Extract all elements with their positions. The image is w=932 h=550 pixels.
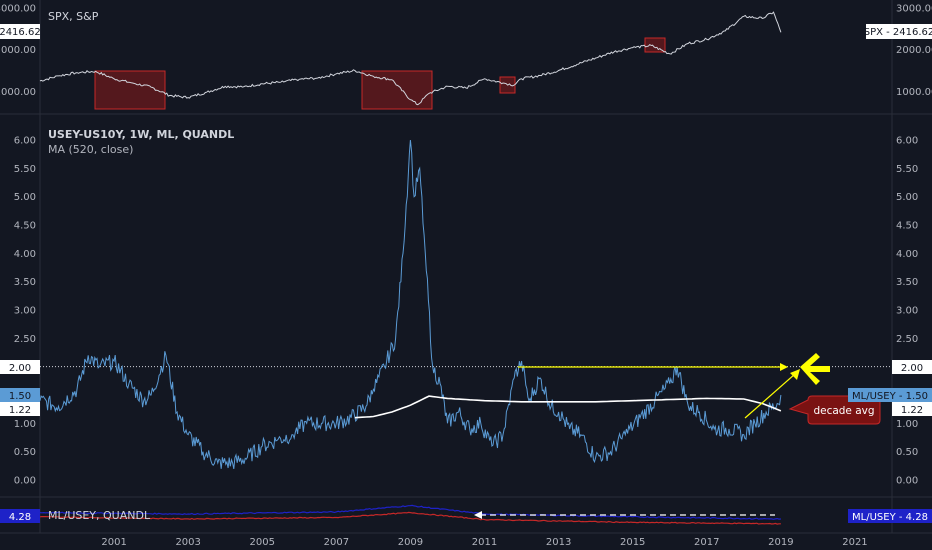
decade-avg-text: decade avg bbox=[813, 405, 874, 417]
x-axis-tick: 2007 bbox=[324, 537, 349, 548]
price-tag-left-text: 2416.62 bbox=[0, 27, 41, 38]
main-axis-tick-left: 6.00 bbox=[14, 136, 36, 147]
bottom-tag-right-text: ML/USEY - 4.28 bbox=[852, 512, 928, 523]
bottom-red-line bbox=[39, 511, 781, 525]
main-axis-tick-left: 2.50 bbox=[14, 334, 36, 345]
bottom-pane-title: ML/USEY, QUANDL bbox=[48, 509, 151, 522]
main-axis-tick-left: 5.50 bbox=[14, 164, 36, 175]
top-axis-tick-left: 1000.00 bbox=[0, 87, 36, 98]
x-axis-tick: 2019 bbox=[768, 537, 793, 548]
bottom-tag-left bbox=[0, 509, 40, 523]
price-tag-right bbox=[866, 24, 932, 39]
tag-150-right bbox=[848, 388, 932, 402]
yellow-arrowhead-diagonal bbox=[790, 369, 800, 380]
spx-series-line bbox=[39, 11, 782, 106]
x-axis-tick: 2009 bbox=[398, 537, 423, 548]
main-axis-tick-right: 4.00 bbox=[896, 249, 918, 260]
main-axis-tick-left: 4.50 bbox=[14, 221, 36, 232]
top-axis-tick-left: 2000.00 bbox=[0, 45, 36, 56]
main-axis-tick-left: 3.00 bbox=[14, 306, 36, 317]
price-tag-right-text: SPX - 2416.62 bbox=[864, 27, 932, 38]
main-axis-tick-left: 4.00 bbox=[14, 249, 36, 260]
main-axis-tick-right: 1.00 bbox=[896, 419, 918, 430]
main-axis-tick-left: 0.50 bbox=[14, 447, 36, 458]
main-pane-subtitle: MA (520, close) bbox=[48, 143, 134, 156]
main-axis-tick-right: 0.50 bbox=[896, 447, 918, 458]
decade-avg-callout bbox=[788, 395, 881, 425]
tag-2-right-text: 2.00 bbox=[901, 363, 923, 374]
tag-122-left-text: 1.22 bbox=[9, 405, 31, 416]
main-axis-tick-right: 3.50 bbox=[896, 277, 918, 288]
main-axis-tick-right: 3.00 bbox=[896, 306, 918, 317]
top-pane-title: SPX, S&P bbox=[48, 10, 99, 23]
main-axis-tick-left: 1.00 bbox=[14, 419, 36, 430]
x-axis-tick: 2001 bbox=[101, 537, 126, 548]
x-axis-tick: 2011 bbox=[472, 537, 497, 548]
top-axis-tick-right: 2000.00 bbox=[896, 45, 932, 56]
highlight-box bbox=[94, 70, 166, 110]
main-axis-tick-left: 3.50 bbox=[14, 277, 36, 288]
tag-122-right-text: 1.22 bbox=[901, 405, 923, 416]
tag-150-left-text: 1.50 bbox=[9, 391, 31, 402]
top-axis-tick-left: 3000.00 bbox=[0, 4, 36, 15]
x-axis-tick: 2003 bbox=[175, 537, 200, 548]
x-axis-tick: 2017 bbox=[694, 537, 719, 548]
top-axis-tick-right: 3000.00 bbox=[896, 4, 932, 15]
yellow-arrowhead-right bbox=[780, 363, 788, 371]
bottom-tag-right bbox=[848, 509, 932, 523]
tag-2-left bbox=[0, 360, 40, 374]
price-tag-left bbox=[0, 24, 40, 39]
main-axis-tick-right: 5.00 bbox=[896, 192, 918, 203]
x-axis-tick: 2015 bbox=[620, 537, 645, 548]
highlight-box bbox=[361, 70, 433, 110]
tag-122-right bbox=[892, 402, 932, 416]
x-axis-tick: 2005 bbox=[250, 537, 275, 548]
main-axis-tick-left: 0.00 bbox=[14, 476, 36, 487]
main-axis-tick-right: 6.00 bbox=[896, 136, 918, 147]
main-axis-tick-right: 4.50 bbox=[896, 221, 918, 232]
bottom-blue-line bbox=[39, 504, 781, 520]
main-axis-tick-right: 5.50 bbox=[896, 164, 918, 175]
tag-150-left bbox=[0, 388, 40, 402]
x-axis-tick: 2021 bbox=[842, 537, 867, 548]
bottom-tag-left-text: 4.28 bbox=[9, 512, 31, 523]
bottom-arrowhead bbox=[474, 511, 482, 519]
main-pane-title: USEY-US10Y, 1W, ML, QUANDL bbox=[48, 128, 235, 141]
main-axis-tick-right: 2.50 bbox=[896, 334, 918, 345]
moving-average-line bbox=[354, 395, 782, 419]
usey-series-line bbox=[39, 139, 782, 469]
main-axis-tick-right: 0.00 bbox=[896, 476, 918, 487]
main-axis-tick-left: 5.00 bbox=[14, 192, 36, 203]
tag-2-left-text: 2.00 bbox=[9, 363, 31, 374]
tag-150-right-text: ML/USEY - 1.50 bbox=[852, 391, 928, 402]
yellow-diagonal-line bbox=[744, 373, 796, 419]
tag-122-left bbox=[0, 402, 40, 416]
x-axis-tick: 2013 bbox=[546, 537, 571, 548]
tag-2-right bbox=[892, 360, 932, 374]
top-axis-tick-right: 1000.00 bbox=[896, 87, 932, 98]
big-arrow-icon bbox=[800, 353, 830, 385]
